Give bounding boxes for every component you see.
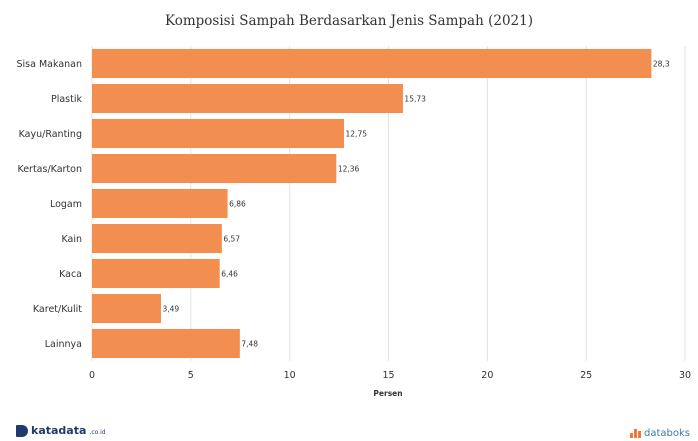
katadata-logo[interactable]: katadata .co.id xyxy=(16,424,106,437)
data-label: 15,73 xyxy=(404,95,426,104)
category-label: Lainnya xyxy=(45,339,82,350)
databoks-logo-text: databoks xyxy=(644,428,690,439)
bar xyxy=(92,118,345,149)
data-label: 6,46 xyxy=(221,270,238,279)
data-label: 3,49 xyxy=(162,305,179,314)
bar xyxy=(92,48,652,79)
data-label: 12,75 xyxy=(346,130,368,139)
katadata-logo-icon xyxy=(16,424,28,437)
x-tick-label: 25 xyxy=(580,370,592,381)
bar xyxy=(92,83,403,114)
bar xyxy=(92,223,222,254)
x-tick-label: 0 xyxy=(89,370,95,381)
category-label: Karet/Kulit xyxy=(33,304,82,315)
bar xyxy=(92,293,161,324)
data-label: 6,86 xyxy=(229,200,246,209)
category-labels: Sisa Makanan Plastik Kayu/Ranting Kertas/Ka… xyxy=(17,59,83,350)
katadata-logo-domain: .co.id xyxy=(89,428,106,436)
bar xyxy=(92,188,228,219)
category-label: Kaca xyxy=(59,269,82,280)
category-label: Kayu/Ranting xyxy=(19,129,82,140)
databoks-logo-icon xyxy=(630,429,641,438)
x-axis-title: Persen xyxy=(373,389,402,398)
category-label: Plastik xyxy=(51,94,83,105)
category-label: Kertas/Karton xyxy=(17,164,82,175)
data-label: 12,36 xyxy=(338,165,360,174)
bar xyxy=(92,153,337,184)
data-label: 7,48 xyxy=(241,340,258,349)
bar xyxy=(92,328,240,359)
category-label: Kain xyxy=(61,234,82,245)
bar xyxy=(92,258,220,289)
x-tick-label: 15 xyxy=(382,370,394,381)
x-tick-labels: 0 5 10 15 20 25 30 xyxy=(89,370,691,381)
x-tick-label: 20 xyxy=(481,370,493,381)
category-label: Sisa Makanan xyxy=(17,59,83,70)
x-tick-label: 5 xyxy=(188,370,194,381)
data-label: 28,3 xyxy=(653,60,670,69)
x-tick-label: 10 xyxy=(284,370,296,381)
katadata-logo-text: katadata xyxy=(31,424,87,437)
x-tick-label: 30 xyxy=(679,370,691,381)
databoks-logo[interactable]: databoks xyxy=(630,428,690,439)
bars xyxy=(92,48,652,359)
data-label: 6,57 xyxy=(223,235,240,244)
chart-title: Komposisi Sampah Berdasarkan Jenis Sampa… xyxy=(165,13,533,29)
category-label: Logam xyxy=(50,199,82,210)
value-labels: 28,3 15,73 12,75 12,36 6,86 6,57 6,46 3,49 7,48 xyxy=(162,60,669,349)
bar-chart: Komposisi Sampah Berdasarkan Jenis Sampa… xyxy=(17,13,692,398)
